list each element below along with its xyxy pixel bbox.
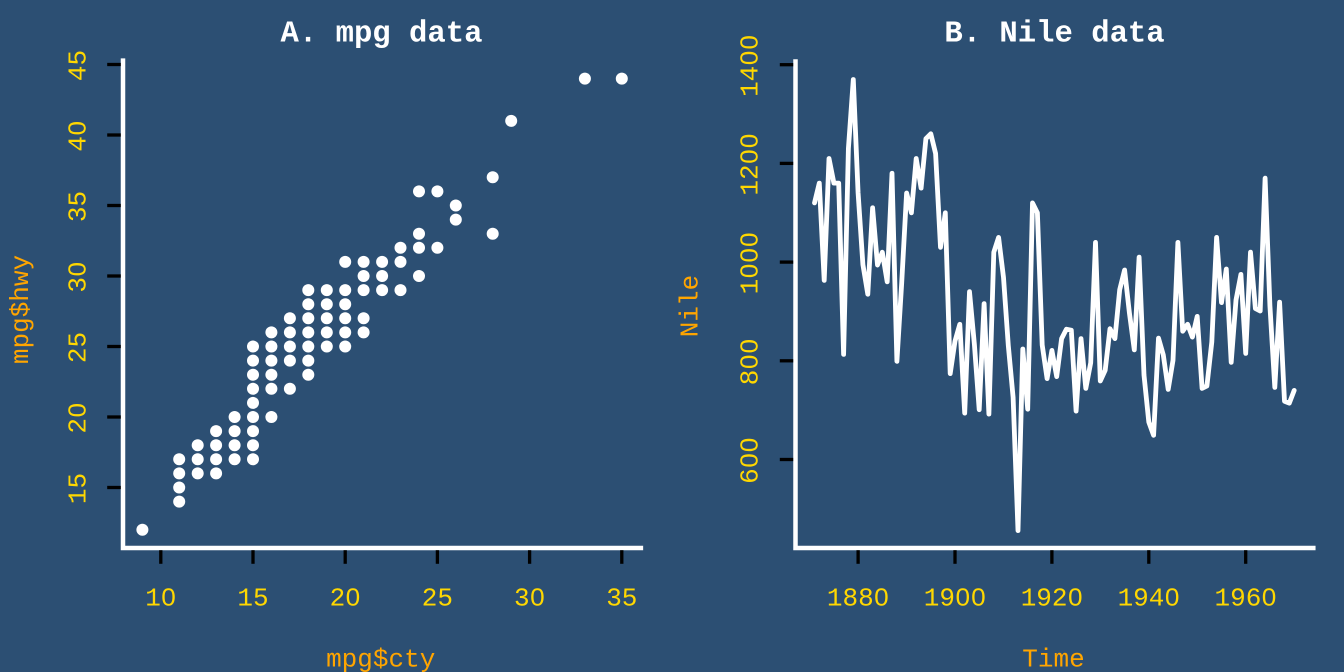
svg-text:mpg$hwy: mpg$hwy [6,255,36,364]
svg-text:Time: Time [1022,644,1084,672]
svg-text:mpg$cty: mpg$cty [326,644,435,672]
svg-text:Nile: Nile [676,275,706,337]
svg-text:B. Nile data: B. Nile data [944,18,1164,52]
svg-text:35: 35 [606,584,637,614]
svg-text:15: 15 [64,473,94,504]
svg-text:25: 25 [422,584,453,614]
svg-text:30: 30 [64,261,94,292]
svg-text:45: 45 [64,50,94,81]
svg-text:15: 15 [237,584,268,614]
svg-text:25: 25 [64,332,94,363]
svg-text:35: 35 [64,191,94,222]
svg-text:10: 10 [145,584,176,614]
svg-text:30: 30 [514,584,545,614]
svg-text:20: 20 [330,584,361,614]
svg-text:A. mpg data: A. mpg data [281,18,483,52]
svg-text:40: 40 [64,120,94,151]
svg-text:20: 20 [64,402,94,433]
